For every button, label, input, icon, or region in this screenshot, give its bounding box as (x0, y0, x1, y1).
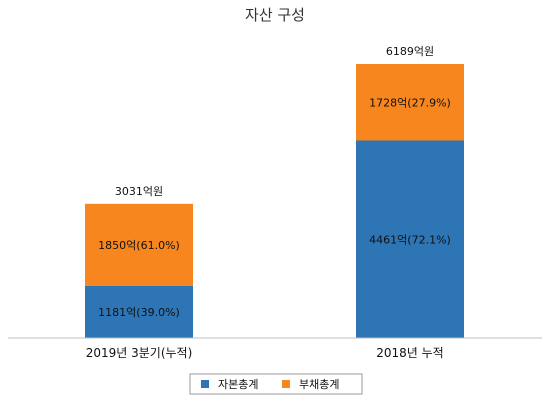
legend-label-liabilities: 부채총계 (299, 378, 339, 391)
data-label-equity-1: 1181억(39.0%) (98, 306, 180, 319)
legend-label-equity: 자본총계 (218, 378, 258, 391)
category-label-2: 2018년 누적 (376, 346, 443, 360)
legend-box (189, 373, 363, 395)
total-label-2: 6189억원 (386, 45, 434, 58)
category-labels: 2019년 3분기(누적) 2018년 누적 (86, 346, 444, 360)
bar-segment-liabilities-2 (356, 64, 464, 141)
data-label-liabilities-1: 1850억(61.0%) (98, 239, 180, 252)
total-label-1: 3031억원 (115, 185, 163, 198)
legend-swatch-liabilities (282, 380, 290, 388)
chart-title: 자산 구성 (245, 6, 305, 24)
labels-layer: 1181억(39.0%) 1850억(61.0%) 3031억원 4461억(72.1… (98, 45, 451, 319)
bar-segment-equity-2 (356, 140, 464, 338)
bars-layer (85, 64, 464, 338)
data-label-liabilities-2: 1728억(27.9%) (369, 96, 451, 109)
legend: 자본총계 부채총계 (189, 373, 363, 395)
category-label-1: 2019년 3분기(누적) (86, 346, 193, 360)
bar-segment-liabilities-1 (85, 203, 193, 286)
legend-swatch-equity (201, 380, 209, 388)
data-label-equity-2: 4461억(72.1%) (369, 233, 451, 246)
bar-segment-equity-1 (85, 285, 193, 338)
